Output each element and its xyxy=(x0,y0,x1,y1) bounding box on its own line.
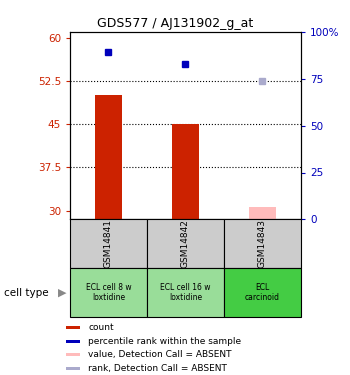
Bar xyxy=(70,268,147,317)
Text: GSM14842: GSM14842 xyxy=(181,219,190,268)
Bar xyxy=(147,219,224,268)
Text: ECL
carcinoid: ECL carcinoid xyxy=(245,283,280,302)
Bar xyxy=(147,268,224,317)
Text: rank, Detection Call = ABSENT: rank, Detection Call = ABSENT xyxy=(88,364,227,373)
Text: cell type: cell type xyxy=(4,288,48,297)
Text: percentile rank within the sample: percentile rank within the sample xyxy=(88,336,242,345)
Bar xyxy=(172,124,199,219)
Text: GDS577 / AJ131902_g_at: GDS577 / AJ131902_g_at xyxy=(97,17,253,30)
Bar xyxy=(224,268,301,317)
Bar xyxy=(95,95,122,219)
Bar xyxy=(70,219,147,268)
Text: ECL cell 8 w
loxtidine: ECL cell 8 w loxtidine xyxy=(86,283,131,302)
Text: ▶: ▶ xyxy=(58,288,66,297)
Bar xyxy=(66,367,80,370)
Text: value, Detection Call = ABSENT: value, Detection Call = ABSENT xyxy=(88,350,232,359)
Bar xyxy=(66,353,80,356)
Text: ECL cell 16 w
loxtidine: ECL cell 16 w loxtidine xyxy=(160,283,211,302)
Bar xyxy=(224,219,301,268)
Bar xyxy=(66,339,80,342)
Text: GSM14841: GSM14841 xyxy=(104,219,113,268)
Text: count: count xyxy=(88,323,114,332)
Text: GSM14843: GSM14843 xyxy=(258,219,267,268)
Bar xyxy=(66,326,80,329)
Bar xyxy=(249,207,276,219)
